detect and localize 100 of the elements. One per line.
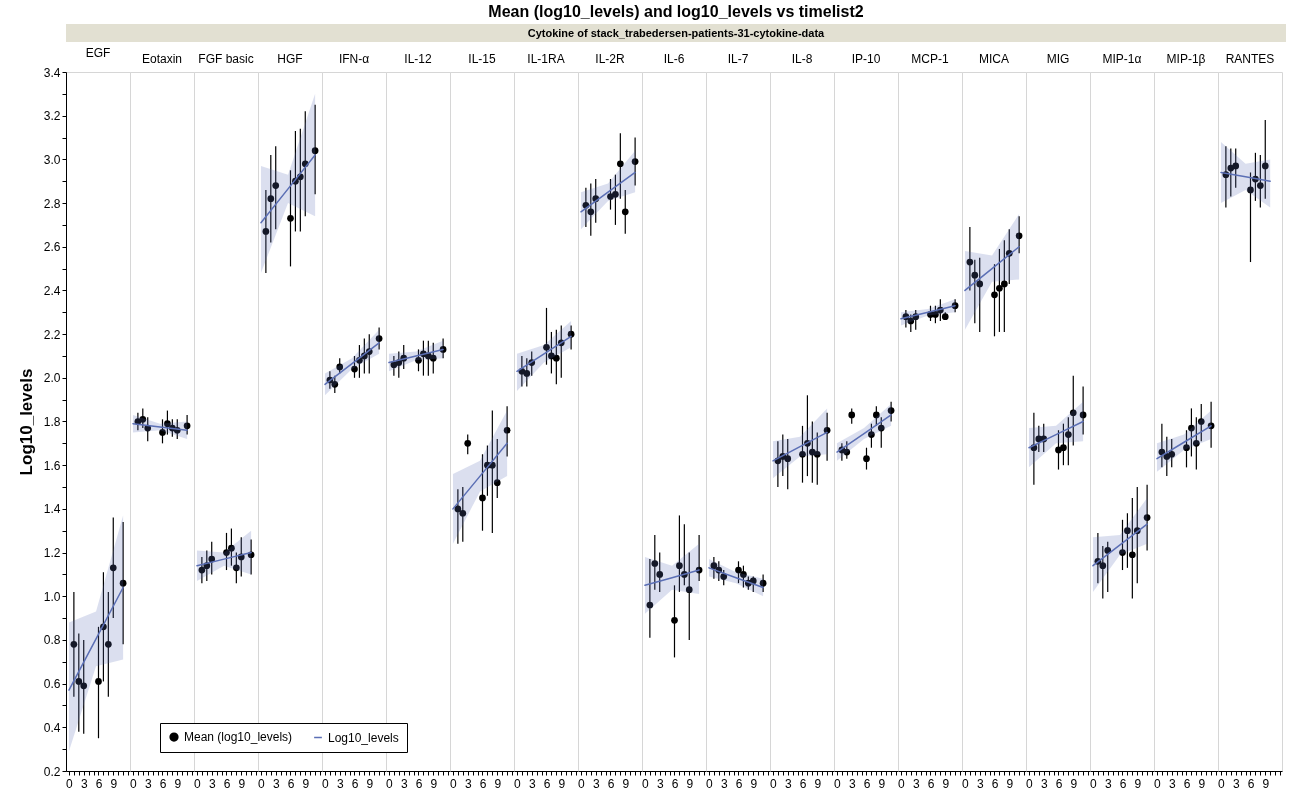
y-tick-label: 3.2 [43,109,61,124]
point [976,280,984,288]
point [331,381,339,388]
point [1183,444,1190,452]
legend-label: Log10_levels [328,730,399,745]
point [1099,562,1107,570]
chart-title: IL-15 [468,52,496,66]
point [336,363,344,371]
x-tick-label: 0 [66,776,74,791]
point [272,182,280,189]
point [464,440,472,447]
x-tick-label: 6 [1183,776,1191,791]
chart-title: EGF [85,46,111,60]
point [740,571,747,578]
chart-title: IL-8 [791,52,813,66]
point [493,479,501,487]
x-tick-label: 3 [1168,776,1176,791]
point [616,160,624,168]
y-tick-label: 2.6 [43,240,61,255]
x-tick-label: 0 [898,776,906,791]
point [1261,162,1269,170]
point [375,335,383,342]
point [676,562,683,570]
y-tick-label: 0.6 [43,677,61,692]
x-tick-label: 9 [430,776,438,791]
x-tick-label: 9 [174,776,182,791]
chart-title: MIG [1046,52,1070,66]
x-tick-label: 6 [607,776,615,791]
point [735,566,742,574]
y-tick-label: 0.8 [43,633,61,648]
point [1060,444,1067,452]
point [996,284,1003,292]
point [759,579,767,587]
point [966,258,974,266]
x-tick-label: 9 [686,776,694,791]
y-tick-label: 3.4 [43,65,61,80]
chart-title: IL-1RA [527,52,565,66]
x-tick-label: 9 [238,776,246,791]
chart-title: MIP-1α [1102,52,1142,66]
point [543,343,550,351]
y-axis-title: Log10_levels [16,368,36,476]
x-tick-label: 6 [223,776,231,791]
x-tick-label: 6 [159,776,167,791]
x-tick-label: 0 [130,776,138,791]
y-tick-label: 2.4 [43,283,61,298]
point [671,616,678,624]
x-tick-label: 9 [878,776,886,791]
x-tick-label: 3 [848,776,856,791]
chart-title: IFN-α [338,52,370,66]
x-tick-label: 0 [1154,776,1162,791]
chart-title: IL-6 [663,52,685,66]
point [991,291,998,299]
x-tick-label: 0 [194,776,202,791]
x-tick-label: 3 [464,776,472,791]
x-tick-label: 0 [450,776,458,791]
point [479,494,486,502]
point [843,448,851,456]
x-tick-label: 0 [834,776,842,791]
chart-title: HGF [277,52,303,66]
y-tick-label: 1.0 [43,589,61,604]
point [872,411,880,419]
point [1064,431,1072,438]
y-tick-label: 2.2 [43,327,61,342]
point [1000,280,1008,288]
x-tick-label: 3 [1040,776,1048,791]
point [587,208,595,216]
x-tick-label: 6 [287,776,295,791]
x-tick-label: 3 [976,776,984,791]
x-tick-label: 9 [558,776,566,791]
x-tick-label: 6 [543,776,551,791]
x-tick-label: 0 [706,776,714,791]
point [1079,411,1087,419]
x-tick-label: 0 [1218,776,1226,791]
point [104,640,112,648]
legend-label: Mean (log10_levels) [184,730,293,745]
point [1143,514,1151,521]
x-tick-label: 9 [1262,776,1270,791]
point [784,455,792,462]
point [523,370,531,377]
point [1015,232,1023,240]
point [813,450,821,458]
x-tick-label: 9 [814,776,822,791]
point [1124,527,1131,535]
point [429,354,437,362]
chart-title: IL-2R [595,52,626,66]
x-tick-label: 9 [110,776,118,791]
point [621,208,629,216]
point [685,586,693,594]
point [75,678,83,685]
y-tick-label: 1.6 [43,458,61,473]
x-tick-label: 6 [799,776,807,791]
y-tick-label: 1.4 [43,502,61,517]
x-tick-label: 9 [302,776,310,791]
point [651,560,659,567]
point [139,415,147,423]
x-tick-label: 9 [750,776,758,791]
x-tick-label: 9 [622,776,630,791]
point [877,424,885,432]
x-tick-label: 0 [642,776,650,791]
x-tick-label: 6 [927,776,935,791]
